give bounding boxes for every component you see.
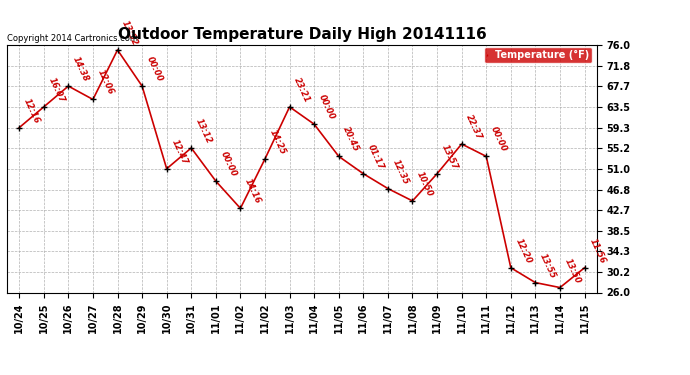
Text: 12:47: 12:47 [170, 138, 189, 166]
Text: 00:00: 00:00 [145, 55, 164, 83]
Text: 13:12: 13:12 [194, 117, 213, 145]
Text: 11:56: 11:56 [587, 237, 607, 265]
Text: 13:52: 13:52 [120, 19, 140, 47]
Text: 20:45: 20:45 [342, 125, 361, 154]
Text: 01:17: 01:17 [366, 143, 386, 171]
Text: 12:06: 12:06 [96, 69, 115, 97]
Text: 22:37: 22:37 [464, 113, 484, 141]
Text: 13:57: 13:57 [440, 143, 460, 171]
Text: 12:35: 12:35 [391, 158, 410, 186]
Text: 13:50: 13:50 [563, 256, 582, 285]
Text: 14:25: 14:25 [268, 128, 287, 156]
Text: 14:16: 14:16 [243, 177, 263, 206]
Title: Outdoor Temperature Daily High 20141116: Outdoor Temperature Daily High 20141116 [117, 27, 486, 42]
Text: 16:07: 16:07 [46, 76, 66, 104]
Text: 14:38: 14:38 [71, 55, 90, 83]
Text: 10:50: 10:50 [415, 170, 435, 198]
Legend: Temperature (°F): Temperature (°F) [484, 47, 592, 63]
Text: 00:00: 00:00 [317, 93, 337, 122]
Text: 12:16: 12:16 [22, 97, 41, 125]
Text: 00:00: 00:00 [219, 150, 238, 178]
Text: 13:55: 13:55 [538, 252, 558, 280]
Text: 00:00: 00:00 [489, 125, 509, 154]
Text: 23:21: 23:21 [293, 76, 312, 104]
Text: Copyright 2014 Cartronics.com: Copyright 2014 Cartronics.com [7, 33, 138, 42]
Text: 12:20: 12:20 [513, 237, 533, 265]
